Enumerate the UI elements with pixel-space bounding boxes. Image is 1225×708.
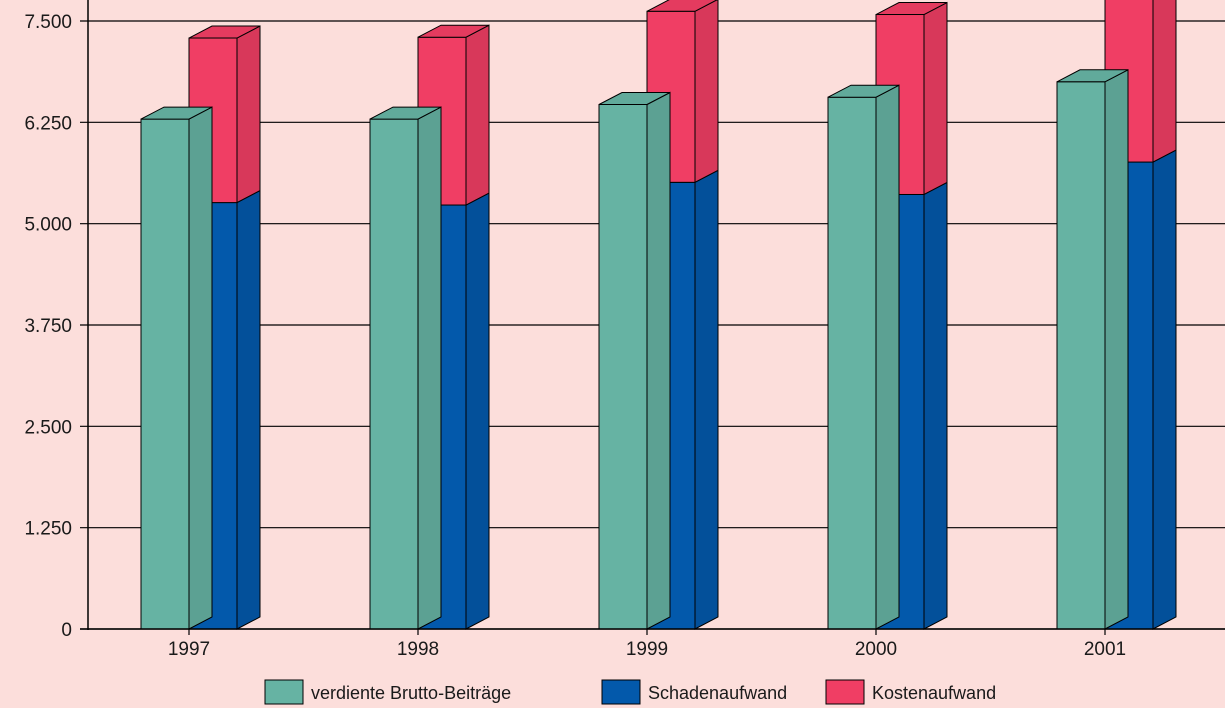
legend-label: Kostenaufwand [872, 683, 996, 703]
bar-kostenaufwand-2000-side [923, 1, 948, 196]
bar-verdiente-brutto-beitr-ge-1998-top [369, 106, 442, 120]
legend: verdiente Brutto-Beiträge Schadenaufwand K… [264, 679, 996, 705]
legend-item-kostenaufwand: Kostenaufwand [825, 679, 996, 705]
bar-verdiente-brutto-beitr-ge-1997-front [140, 118, 190, 630]
legend-item-schadenaufwand: Schadenaufwand [601, 679, 787, 705]
bar-kostenaufwand-2000-top [875, 2, 948, 16]
bar-group-1999 [598, 0, 719, 630]
bar-verdiente-brutto-beitr-ge-2000-top [827, 84, 900, 98]
bar-verdiente-brutto-beitr-ge-2001-front [1056, 81, 1106, 630]
legend-label: Schadenaufwand [648, 683, 787, 703]
y-tick-label: 6.250 [24, 113, 72, 134]
x-tick-label: 2001 [1084, 639, 1126, 660]
legend-swatch [601, 679, 641, 705]
bar-group-1997 [140, 25, 261, 630]
x-axis: 1997 1998 1999 2000 2001 [80, 628, 1225, 660]
y-tick-label: 3.750 [24, 316, 72, 337]
bar-kostenaufwand-1998-side [465, 24, 490, 206]
bar-verdiente-brutto-beitr-ge-2000 [827, 84, 900, 630]
bar-verdiente-brutto-beitr-ge-1997 [140, 106, 213, 630]
bar-schadenaufwand-1997-side [236, 189, 261, 630]
bar-kostenaufwand-1998-top [417, 24, 490, 38]
y-tick-label: 0 [61, 620, 72, 641]
y-tick-label: 2.500 [24, 417, 72, 438]
bar-schadenaufwand-1998-side [465, 192, 490, 630]
legend-label: verdiente Brutto-Beiträge [311, 683, 511, 703]
legend-swatch [264, 679, 304, 705]
bar-verdiente-brutto-beitr-ge-1999 [598, 91, 671, 630]
y-tick-label: 7.500 [24, 12, 72, 33]
bar-verdiente-brutto-beitr-ge-1997-side [188, 106, 213, 630]
x-tick-label: 2000 [855, 639, 897, 660]
bars [140, 0, 1177, 630]
legend-item-verdiente-brutto-beitr-ge: verdiente Brutto-Beiträge [264, 679, 511, 705]
bar-verdiente-brutto-beitr-ge-1998 [369, 106, 442, 630]
bar-group-1998 [369, 24, 490, 630]
bar-verdiente-brutto-beitr-ge-1998-front [369, 118, 419, 630]
bar-verdiente-brutto-beitr-ge-2001-top [1056, 69, 1129, 83]
legend-swatch [825, 679, 865, 705]
bar-schadenaufwand-2001-side [1152, 149, 1177, 630]
bar-kostenaufwand-1997-top [188, 25, 261, 39]
y-tick-label: 5.000 [24, 215, 72, 236]
x-tick-label: 1998 [397, 639, 439, 660]
y-tick-label: 1.250 [24, 519, 72, 540]
bar-verdiente-brutto-beitr-ge-2001 [1056, 68, 1129, 630]
bar-kostenaufwand-1999-top [646, 0, 718, 12]
bar-group-2000 [827, 1, 948, 630]
bar-verdiente-brutto-beitr-ge-1999-front [598, 103, 648, 630]
x-tick-label: 1997 [168, 639, 210, 660]
bar-verdiente-brutto-beitr-ge-2001-side [1104, 68, 1129, 630]
x-tick-label: 1999 [626, 639, 668, 660]
bar-group-2001 [1056, 0, 1177, 630]
bar-kostenaufwand-1997-side [236, 25, 261, 204]
bar-verdiente-brutto-beitr-ge-2000-front [827, 96, 877, 630]
y-axis: 0 1.250 2.500 3.750 5.000 6.250 7.500 [24, 0, 89, 641]
bar-schadenaufwand-2000-side [923, 181, 948, 630]
bar-verdiente-brutto-beitr-ge-1999-top [598, 91, 671, 105]
bar-verdiente-brutto-beitr-ge-1999-side [646, 91, 671, 630]
bar-kostenaufwand-1999-side [694, 0, 719, 184]
bar-verdiente-brutto-beitr-ge-1997-top [140, 106, 213, 120]
bar-verdiente-brutto-beitr-ge-2000-side [875, 84, 900, 630]
bar-schadenaufwand-1999-side [694, 169, 719, 630]
bar-verdiente-brutto-beitr-ge-1998-side [417, 106, 442, 630]
bar-kostenaufwand-2001-side [1152, 0, 1177, 163]
